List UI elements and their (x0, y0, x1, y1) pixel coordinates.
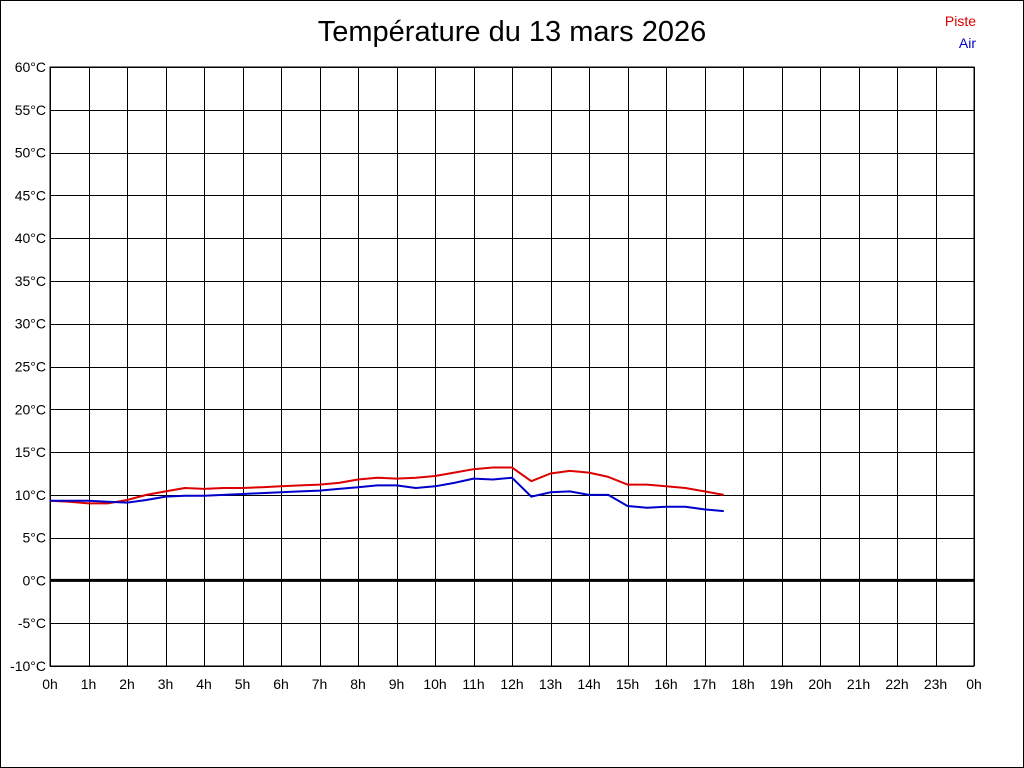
x-tick-label: 9h (389, 676, 405, 692)
series-line-piste (49, 466, 724, 505)
x-tick-label: 19h (770, 676, 793, 692)
y-tick-label: 60°C (15, 59, 46, 75)
x-tick-label: 20h (808, 676, 831, 692)
y-tick-label: 25°C (15, 359, 46, 375)
y-tick-label: 45°C (15, 187, 46, 203)
x-tick-label: 0h (966, 676, 982, 692)
x-tick-label: 14h (577, 676, 600, 692)
x-tick-label: 13h (539, 676, 562, 692)
y-tick-label: 50°C (15, 145, 46, 161)
y-tick-label: -10°C (10, 658, 46, 674)
y-tick-label: 0°C (23, 572, 47, 588)
y-tick-label: 20°C (15, 401, 46, 417)
x-tick-label: 8h (350, 676, 366, 692)
x-tick-label: 4h (196, 676, 212, 692)
y-tick-label: 40°C (15, 230, 46, 246)
y-tick-label: 55°C (15, 102, 46, 118)
y-tick-label: 15°C (15, 444, 46, 460)
y-tick-label: 35°C (15, 273, 46, 289)
x-tick-label: 12h (500, 676, 523, 692)
x-tick-label: 21h (847, 676, 870, 692)
y-tick-label: -5°C (18, 615, 46, 631)
x-tick-label: 5h (235, 676, 251, 692)
x-tick-label: 23h (924, 676, 947, 692)
x-tick-label: 0h (42, 676, 58, 692)
y-tick-label: 30°C (15, 316, 46, 332)
x-tick-label: 2h (119, 676, 135, 692)
x-tick-label: 1h (81, 676, 97, 692)
x-tick-label: 15h (616, 676, 639, 692)
series-line-air (50, 476, 724, 513)
x-tick-label: 18h (731, 676, 754, 692)
x-tick-label: 17h (693, 676, 716, 692)
y-tick-label: 10°C (15, 487, 46, 503)
x-tick-label: 3h (158, 676, 174, 692)
x-tick-label: 16h (654, 676, 677, 692)
y-tick-label: 5°C (23, 530, 47, 546)
x-tick-label: 11h (462, 676, 484, 692)
chart-title: Température du 13 mars 2026 (317, 16, 707, 48)
x-tick-label: 22h (885, 676, 908, 692)
legend-air: Air (958, 35, 976, 51)
legend-piste: Piste (944, 13, 976, 29)
x-tick-label: 7h (312, 676, 328, 692)
x-tick-label: 10h (423, 676, 446, 692)
x-tick-label: 6h (273, 676, 289, 692)
